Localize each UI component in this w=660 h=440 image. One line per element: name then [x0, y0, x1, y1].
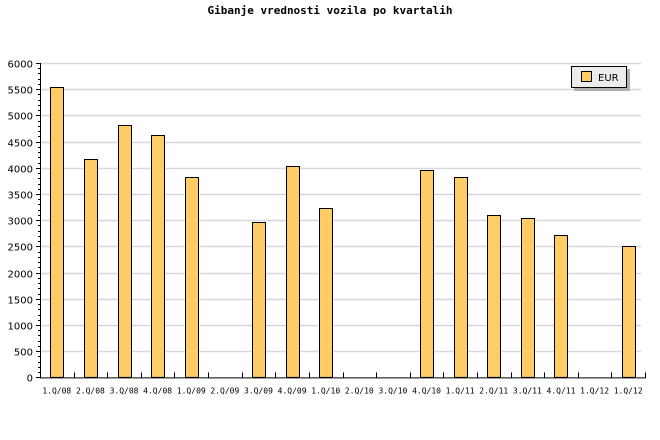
- bar: [622, 246, 636, 378]
- legend-label: EUR: [598, 73, 619, 84]
- y-tick-label: 2000: [8, 270, 33, 281]
- x-tick-label: 1.Q/09: [177, 386, 206, 395]
- legend: EUR: [571, 66, 630, 91]
- y-tick-label: 500: [14, 348, 33, 359]
- y-tick-label: 5500: [8, 86, 33, 97]
- x-tick-label: 2.Q/11: [479, 386, 508, 395]
- bar: [319, 208, 333, 378]
- y-tick-label: 1500: [8, 296, 33, 307]
- x-tick-label: 1.Q/11: [446, 386, 475, 395]
- y-tick-label: 2500: [8, 243, 33, 254]
- y-tick-label: 6000: [8, 60, 33, 71]
- bar: [521, 218, 535, 378]
- y-tick-label: 4000: [8, 165, 33, 176]
- bar: [286, 166, 300, 378]
- bar: [185, 177, 199, 378]
- y-tick-label: 1000: [8, 322, 33, 333]
- x-tick-label: 4.Q/08: [143, 386, 172, 395]
- x-tick-label: 2.Q/10: [345, 386, 374, 395]
- x-tick-label: 3.Q/10: [378, 386, 407, 395]
- legend-swatch: [581, 71, 592, 82]
- x-tick-label: 2.Q/08: [76, 386, 105, 395]
- x-tick-label: 1.Q/12: [580, 386, 609, 395]
- y-tick-label: 4500: [8, 139, 33, 150]
- bar: [151, 135, 165, 378]
- x-tick-label: 1.Q/12: [614, 386, 643, 395]
- x-tick-label: 1.Q/10: [311, 386, 340, 395]
- bar: [252, 222, 266, 378]
- bar: [50, 87, 64, 378]
- x-tick-label: 4.Q/10: [412, 386, 441, 395]
- bar: [420, 170, 434, 378]
- y-tick-label: 0: [27, 374, 33, 385]
- x-tick-label: 3.Q/08: [110, 386, 139, 395]
- bar: [454, 177, 468, 378]
- x-tick-label: 3.Q/09: [244, 386, 273, 395]
- y-tick-label: 5000: [8, 112, 33, 123]
- bar: [84, 159, 98, 378]
- y-tick-label: 3000: [8, 217, 33, 228]
- bar: [554, 235, 568, 378]
- x-tick-label: 4.Q/09: [278, 386, 307, 395]
- x-tick-label: 1.Q/08: [42, 386, 71, 395]
- x-tick-label: 2.Q/09: [210, 386, 239, 395]
- y-tick-label: 3500: [8, 191, 33, 202]
- x-tick-label: 4.Q/11: [547, 386, 576, 395]
- chart-title: Gibanje vrednosti vozila po kvartalih: [207, 4, 453, 17]
- bar: [118, 125, 132, 378]
- bar: [487, 215, 501, 378]
- x-tick-label: 3.Q/11: [513, 386, 542, 395]
